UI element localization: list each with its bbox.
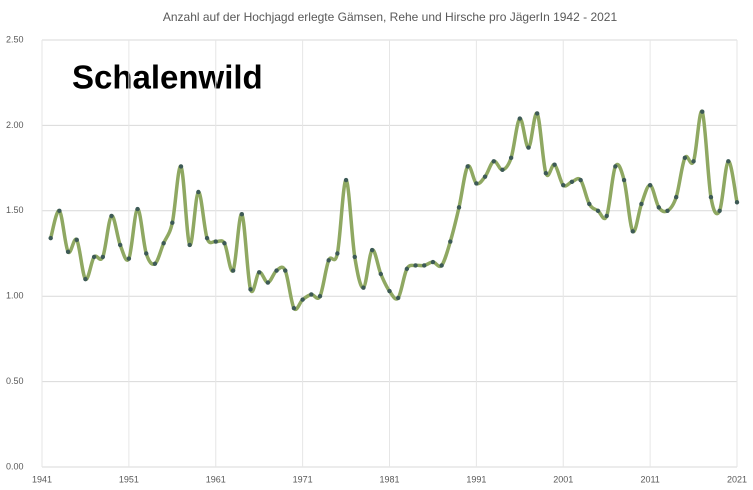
- data-point: [326, 258, 331, 263]
- data-point: [621, 177, 627, 183]
- data-point: [222, 241, 227, 246]
- data-point: [256, 270, 262, 275]
- data-point: [178, 164, 184, 169]
- data-point: [274, 268, 279, 273]
- data-point: [109, 213, 114, 219]
- x-tick-label: 1951: [119, 474, 139, 484]
- data-line: [48, 109, 739, 312]
- y-tick-label: 2.00: [6, 120, 24, 130]
- data-point: [317, 294, 323, 299]
- data-point: [595, 208, 601, 213]
- data-point: [196, 189, 201, 195]
- y-tick-label: 0.00: [6, 461, 24, 471]
- data-point: [144, 251, 149, 256]
- data-point: [126, 256, 132, 261]
- data-point: [613, 164, 618, 169]
- data-point: [482, 174, 488, 179]
- data-point: [587, 201, 592, 207]
- data-point: [48, 235, 53, 241]
- data-point: [161, 241, 166, 246]
- data-point: [300, 297, 305, 302]
- data-point: [204, 235, 210, 241]
- data-point: [170, 220, 175, 225]
- data-point: [500, 167, 505, 173]
- data-point: [239, 212, 245, 217]
- data-point: [456, 205, 462, 210]
- data-point: [309, 292, 314, 297]
- data-point: [265, 280, 271, 285]
- data-point: [656, 205, 662, 210]
- data-point: [534, 111, 540, 116]
- x-tick-label: 1941: [32, 474, 52, 484]
- data-point: [343, 177, 349, 183]
- data-point: [283, 268, 288, 273]
- x-tick-label: 2011: [640, 474, 659, 484]
- data-point: [65, 249, 71, 254]
- data-point: [152, 261, 158, 266]
- data-point: [83, 276, 88, 282]
- data-point: [439, 263, 444, 268]
- data-point: [100, 254, 106, 260]
- x-tick-label: 1981: [379, 474, 399, 484]
- data-point: [474, 181, 479, 186]
- data-point: [387, 288, 392, 294]
- chart-title: Anzahl auf der Hochjagd erlegte Gämsen, …: [163, 10, 618, 24]
- data-point: [543, 171, 549, 176]
- data-point: [561, 182, 566, 188]
- data-point: [708, 194, 714, 200]
- data-point: [552, 162, 557, 167]
- data-point: [74, 237, 79, 243]
- data-point: [491, 159, 496, 164]
- data-point: [578, 177, 583, 183]
- y-tick-label: 1.50: [6, 205, 24, 215]
- data-point: [291, 305, 297, 311]
- data-point: [717, 208, 722, 213]
- annotation: Schalenwild: [72, 59, 263, 96]
- x-tick-label: 2001: [553, 474, 573, 484]
- y-tick-label: 1.00: [6, 291, 24, 301]
- x-tick-label: 2021: [727, 474, 747, 484]
- y-tick-label: 0.50: [6, 376, 24, 386]
- data-point: [691, 159, 696, 164]
- x-tick-label: 1971: [293, 474, 313, 484]
- data-point: [413, 263, 418, 268]
- y-tick-label: 2.50: [6, 34, 24, 44]
- data-point: [91, 254, 97, 260]
- data-point: [448, 239, 453, 244]
- data-point: [335, 251, 340, 256]
- data-point: [230, 268, 236, 273]
- data-point: [248, 287, 253, 292]
- data-point: [404, 266, 410, 272]
- data-point: [213, 239, 218, 244]
- data-point: [604, 213, 609, 219]
- x-tick-label: 1961: [206, 474, 226, 484]
- data-point: [639, 201, 644, 207]
- data-point: [569, 179, 575, 184]
- data-point: [665, 208, 670, 213]
- x-tick-label: 1991: [466, 474, 486, 484]
- data-point: [700, 109, 705, 114]
- data-point: [508, 155, 514, 161]
- data-point: [361, 285, 366, 290]
- data-point: [430, 259, 436, 265]
- data-point: [187, 242, 192, 248]
- data-point: [465, 164, 470, 169]
- data-point: [57, 208, 62, 213]
- data-point: [422, 263, 427, 268]
- data-point: [630, 229, 635, 234]
- data-point: [682, 155, 688, 161]
- data-point: [734, 200, 740, 205]
- data-point: [117, 242, 123, 248]
- data-point: [673, 194, 679, 200]
- data-point: [726, 159, 731, 164]
- data-point: [647, 182, 653, 188]
- data-point: [352, 254, 357, 260]
- data-point: [369, 247, 375, 253]
- data-point: [526, 145, 531, 150]
- data-point: [517, 116, 523, 121]
- data-point: [395, 295, 401, 301]
- data-point: [378, 271, 384, 277]
- data-point: [135, 206, 140, 212]
